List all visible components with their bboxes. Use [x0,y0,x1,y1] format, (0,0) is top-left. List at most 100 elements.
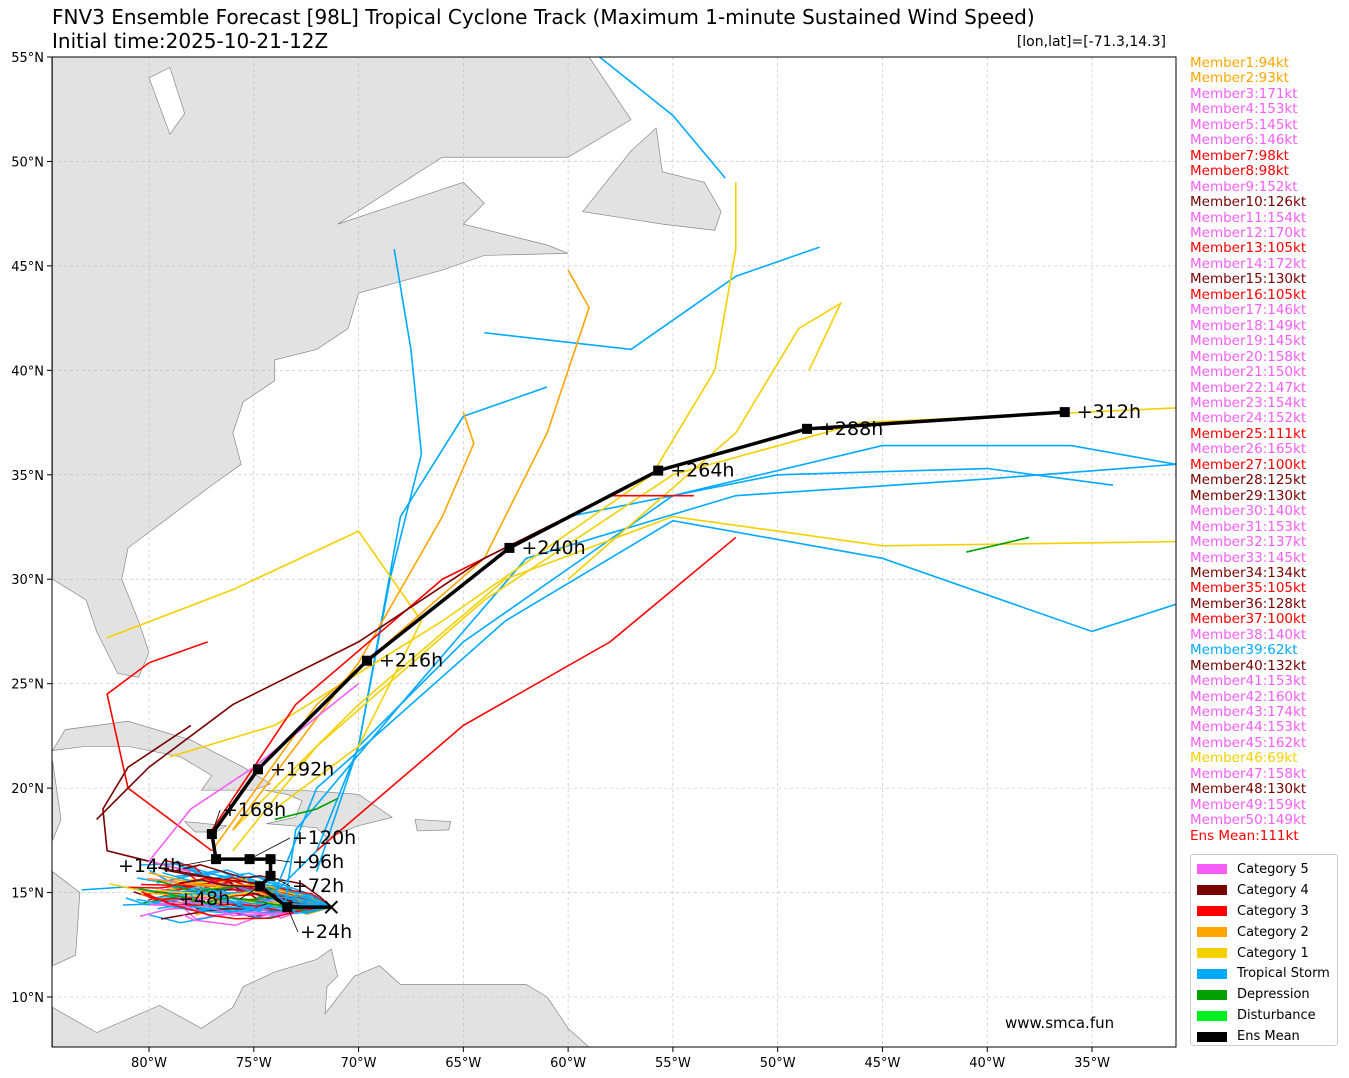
ens-mean-leader-line [211,809,221,835]
ens-mean-track: +24h +48h +72h+96h+120h +144h +168h +192h +216… [118,401,1141,943]
member-intensity: Member36:128kt [1190,595,1307,612]
start-position: [lon,lat]=[-71.3,14.3] [1016,34,1166,50]
member-intensity: Member16:105kt [1190,286,1307,303]
axis-ticks: 80°W 75°W 70°W 65°W 60°W 55°W 50°W 45°W 40°W 35°W… [11,51,1110,1071]
member-intensity: Member3:171kt [1190,85,1298,102]
legend-swatch [1197,906,1227,917]
land-south-america [52,948,590,1047]
member-track [966,536,1030,553]
y-tick-label: 35°N [11,469,44,484]
member-intensity: Member46:69kt [1190,750,1298,767]
member-intensity: Member37:100kt [1190,611,1307,628]
member-intensity: Member6:146kt [1190,132,1298,149]
ens-mean-leader-line [179,858,217,867]
legend-label: Depression [1237,987,1310,1003]
legend: Category 5 Category 4 Category 3 Category 2… [1190,854,1338,1046]
y-tick-label: 15°N [11,887,44,902]
ens-mean-label: +216h [379,650,443,672]
ens-mean-label: +192h [270,758,334,780]
member-intensity: Member39:62kt [1190,642,1298,659]
land-layer [52,57,722,1047]
legend-item: Category 3 [1197,901,1337,922]
member-intensity: Member18:149kt [1190,317,1307,334]
member-intensity: Member42:160kt [1190,688,1307,705]
member-intensity: Member32:137kt [1190,534,1307,551]
member-track [484,246,820,351]
land-hispaniola [264,789,393,839]
land-puerto-rico [414,819,452,832]
member-tracks [81,57,1176,927]
member-track [274,797,338,821]
legend-swatch [1197,927,1227,938]
member-intensity: Member41:153kt [1190,673,1307,690]
land-newfoundland [582,127,722,231]
member-track [106,641,213,852]
member-intensity: Member35:105kt [1190,580,1307,597]
member-intensity: Member34:134kt [1190,564,1307,581]
member-intensity: Member19:145kt [1190,333,1307,350]
legend-item: Category 2 [1197,922,1337,943]
ens-mean-point [361,655,372,666]
y-tick-label: 40°N [11,364,44,379]
member-intensity: Member43:174kt [1190,704,1307,721]
member-intensity: Member40:132kt [1190,657,1307,674]
member-track-segment [172,864,332,908]
member-track-segment [141,891,332,920]
ens-mean-label: +24h [300,921,352,943]
legend-label: Ens Mean [1237,1029,1300,1045]
map-frame [51,56,1177,1048]
ens-mean-leader-line [239,885,261,900]
legend-item: Category 5 [1197,859,1337,880]
member-intensity: Member20:158kt [1190,348,1307,365]
member-intensity: Ens Mean:111kt [1190,827,1299,844]
member-intensity: Member33:145kt [1190,549,1307,566]
land-yucatan [52,760,62,841]
ens-mean-label: +168h [222,799,286,821]
y-tick-label: 45°N [11,260,44,275]
ens-mean-leader-line [286,907,299,933]
land-central-america [52,870,81,967]
legend-swatch [1197,1031,1227,1042]
legend-label: Tropical Storm [1237,966,1330,982]
member-track [357,386,548,747]
member-intensity: Member11:154kt [1190,209,1307,226]
member-intensity: Member45:162kt [1190,734,1307,751]
y-tick-label: 10°N [11,991,44,1006]
member-intensity: Member25:111kt [1190,425,1307,442]
member-intensity: Member47:158kt [1190,765,1307,782]
member-track [232,407,1176,852]
member-track-segment [153,887,332,908]
member-intensity: Member5:145kt [1190,116,1298,133]
member-intensity: Member38:140kt [1190,626,1307,643]
member-intensity: Member7:98kt [1190,147,1289,164]
member-intensity: Member21:150kt [1190,364,1307,381]
x-tick-label: 50°W [760,1056,796,1071]
member-intensity: Member9:152kt [1190,178,1298,195]
ens-mean-label: +240h [521,537,585,559]
ens-mean-point [252,764,263,775]
x-tick-label: 75°W [236,1056,272,1071]
y-tick-label: 55°N [11,51,44,66]
x-tick-label: 80°W [131,1056,167,1071]
member-intensity: Member44:153kt [1190,719,1307,736]
legend-swatch [1197,885,1227,896]
member-track [567,301,843,580]
member-track [599,57,726,179]
ens-mean-point [653,465,664,476]
ens-mean-label: +288h [819,418,883,440]
member-intensity: Member50:149kt [1190,812,1307,829]
water-james-bay [148,66,186,136]
member-intensity: Member1:94kt [1190,55,1289,71]
ens-mean-label: +120h [292,827,356,849]
legend-label: Category 4 [1237,882,1309,898]
ens-mean-label: +264h [670,460,734,482]
member-intensity: Member13:105kt [1190,240,1307,257]
ens-mean-label: +96h [292,851,344,873]
x-tick-label: 60°W [550,1056,586,1071]
member-intensity: Member31:153kt [1190,518,1307,535]
member-intensity: Member15:130kt [1190,271,1307,288]
member-intensity: Member30:140kt [1190,503,1307,520]
member-track [232,515,1176,831]
ens-mean-label: +48h [178,888,230,910]
